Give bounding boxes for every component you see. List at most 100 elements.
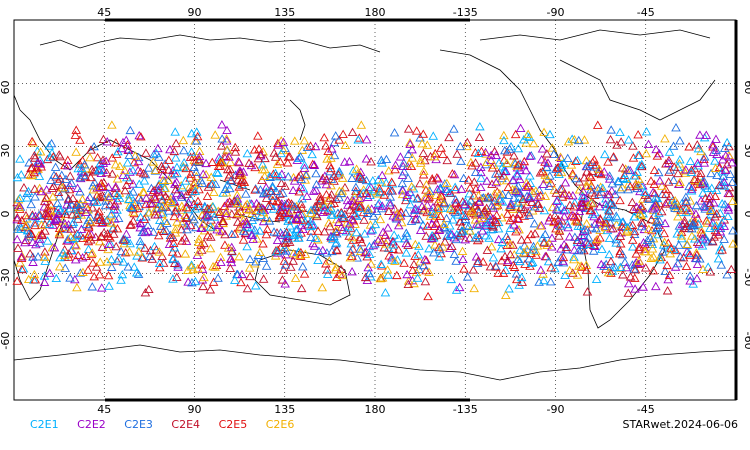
observation-marker [377,170,387,179]
observation-marker [299,269,310,278]
observation-marker [21,221,31,230]
observation-marker [241,189,251,198]
observation-marker [139,214,150,223]
observation-marker [485,262,496,271]
observation-marker [319,202,329,212]
observation-marker [720,199,730,209]
observation-marker [101,167,112,177]
observation-marker [515,256,525,266]
observation-marker [48,152,59,161]
observation-marker [173,260,183,269]
observation-marker [478,213,489,222]
observation-marker [322,269,333,278]
observation-marker [669,162,680,171]
observation-marker [48,220,58,229]
observation-marker [54,228,65,237]
observation-marker [334,192,344,202]
observation-marker [545,212,555,222]
observation-marker [118,235,129,244]
observation-marker [163,175,174,184]
observation-marker [258,274,269,283]
observation-marker [223,243,234,252]
observation-marker [435,211,446,220]
observation-marker [527,197,537,207]
observation-marker [681,192,691,201]
observation-marker [562,153,573,163]
legend-item-c2e3: C2E3 [124,418,153,431]
observation-marker [581,260,592,269]
observation-marker [578,186,589,196]
observation-marker [120,234,130,244]
observation-marker [212,225,222,234]
observation-marker [110,188,120,198]
observation-marker [678,253,689,262]
observation-marker [215,207,225,216]
observation-marker [473,148,484,157]
observation-marker [103,188,113,198]
observation-marker [536,155,547,164]
observation-marker [470,233,481,242]
observation-marker [595,233,605,242]
observation-marker [523,129,533,138]
observation-marker [13,243,23,252]
observation-marker [81,207,91,217]
observation-marker [433,202,443,211]
observation-marker [153,185,164,194]
observation-marker [528,188,538,197]
observation-marker [376,259,386,268]
observation-marker [277,188,288,197]
observation-marker [144,284,154,294]
observation-marker [280,260,291,269]
observation-marker [527,206,538,215]
observation-marker [654,148,665,158]
observation-marker [364,268,374,278]
observation-marker [111,241,121,251]
observation-marker [386,177,397,186]
observation-marker [23,169,33,179]
observation-marker [215,252,226,261]
observation-marker [165,144,175,154]
observation-marker [191,167,201,176]
observation-marker [242,199,252,208]
observation-marker [224,197,235,206]
observation-marker [116,275,126,284]
observation-marker [512,171,523,180]
observation-marker [692,259,703,269]
observation-marker [270,152,281,161]
observation-marker [502,257,513,266]
observation-marker [178,135,189,145]
observation-marker [505,215,515,225]
observation-marker [493,234,504,244]
observation-marker [17,215,27,225]
observation-marker [629,226,640,236]
observation-marker [189,180,199,189]
observation-marker [687,223,697,233]
observation-marker [641,127,652,136]
observation-marker [516,272,527,282]
observation-marker [567,134,577,143]
observation-marker [321,189,332,199]
observation-marker [641,247,651,256]
observation-marker [67,210,78,219]
observation-marker [407,144,417,154]
observation-marker [669,200,679,209]
observation-marker [623,278,634,288]
observation-marker [636,180,646,190]
observation-marker [188,151,199,161]
observation-marker [633,180,644,189]
observation-marker [538,269,548,278]
observation-marker [219,201,230,210]
observation-marker [432,173,442,182]
observation-marker [300,216,310,226]
observation-marker [238,235,249,244]
observation-marker [386,186,396,195]
observation-marker [28,257,38,266]
observation-marker [511,269,522,278]
observation-marker [335,269,345,278]
observation-marker [221,208,231,217]
observation-marker [413,250,424,259]
observation-marker [326,203,336,213]
observation-marker [547,143,558,152]
observation-marker [71,241,82,250]
observation-marker [171,177,182,187]
